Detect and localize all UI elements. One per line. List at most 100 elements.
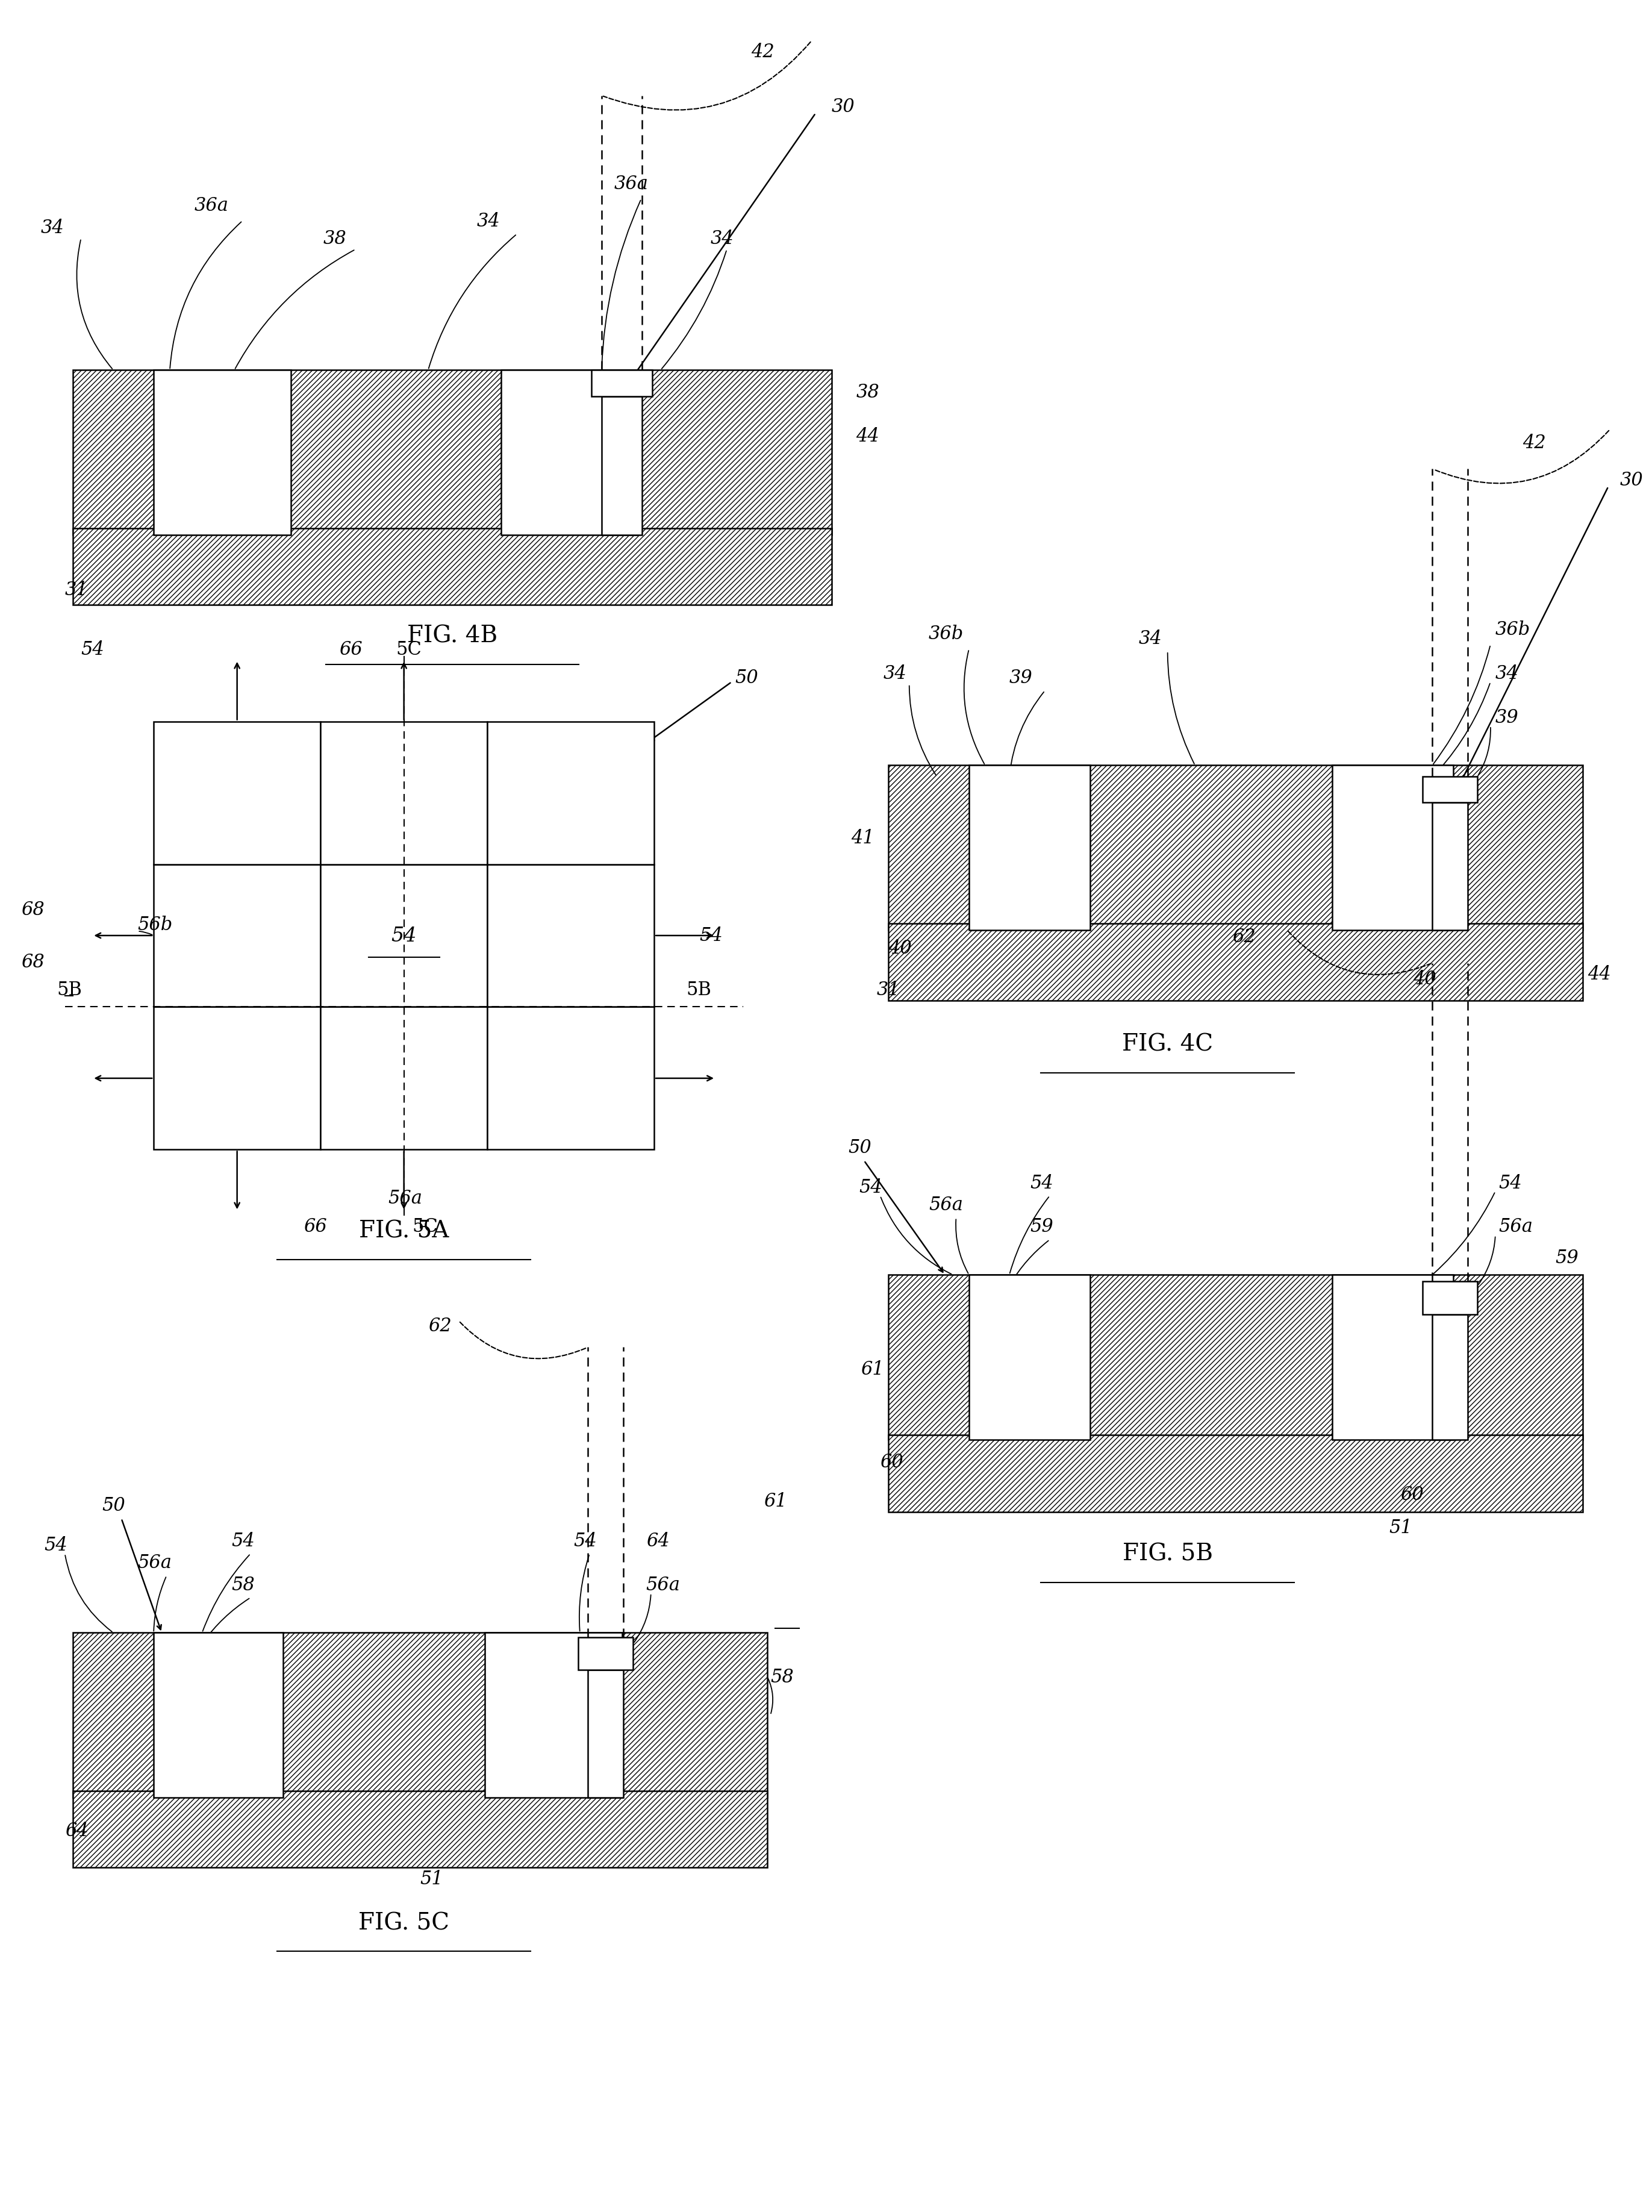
- Text: 54: 54: [81, 639, 104, 659]
- Text: 31: 31: [64, 582, 88, 599]
- Text: 56a: 56a: [388, 1188, 421, 1208]
- Text: 42: 42: [1523, 434, 1546, 453]
- Text: FIG. 5C: FIG. 5C: [358, 1911, 449, 1933]
- Text: 61: 61: [763, 1491, 788, 1511]
- Bar: [970, 1274, 1090, 1440]
- Bar: [889, 765, 1583, 931]
- Text: 66: 66: [304, 1217, 327, 1237]
- Bar: [154, 1632, 282, 1798]
- Text: 38: 38: [856, 383, 879, 403]
- Text: 34: 34: [710, 230, 733, 248]
- Text: 66: 66: [339, 639, 363, 659]
- Text: FIG. 4B: FIG. 4B: [406, 626, 497, 648]
- Bar: [73, 372, 831, 535]
- Text: 40: 40: [889, 938, 912, 958]
- Bar: [1332, 1274, 1454, 1440]
- Text: 39: 39: [1495, 708, 1518, 728]
- Text: 68: 68: [21, 900, 45, 918]
- Text: 5C: 5C: [396, 639, 421, 659]
- Text: 30: 30: [1619, 471, 1644, 489]
- Text: 36b: 36b: [1495, 619, 1530, 639]
- Text: 54: 54: [859, 1179, 882, 1197]
- Text: 56a: 56a: [928, 1194, 963, 1214]
- Bar: [970, 765, 1090, 931]
- Text: 34: 34: [1495, 664, 1518, 684]
- Text: FIG. 4C: FIG. 4C: [1122, 1033, 1213, 1055]
- Text: 30: 30: [831, 97, 856, 117]
- Bar: [1432, 803, 1469, 931]
- Bar: [487, 721, 654, 865]
- Bar: [1332, 765, 1454, 931]
- Text: 58: 58: [231, 1575, 254, 1595]
- Bar: [487, 865, 654, 1006]
- Text: 54: 54: [1498, 1175, 1521, 1192]
- Text: 41: 41: [851, 830, 874, 847]
- Text: 51: 51: [1389, 1517, 1412, 1537]
- Text: 68: 68: [21, 953, 45, 971]
- Text: 50: 50: [102, 1495, 126, 1515]
- Bar: [1422, 776, 1477, 803]
- Bar: [484, 1632, 621, 1798]
- Text: 44: 44: [856, 427, 879, 447]
- Text: 62: 62: [1232, 927, 1256, 947]
- Text: 62: 62: [428, 1316, 451, 1334]
- Bar: [1422, 1281, 1477, 1314]
- Bar: [601, 396, 643, 535]
- Text: 36a: 36a: [193, 197, 228, 215]
- Bar: [588, 1670, 623, 1798]
- Text: 59: 59: [1031, 1217, 1054, 1237]
- Bar: [320, 865, 487, 1006]
- Text: 34: 34: [884, 664, 907, 684]
- Text: 59: 59: [1555, 1248, 1578, 1267]
- Text: 50: 50: [735, 668, 758, 688]
- Text: FIG. 5B: FIG. 5B: [1122, 1542, 1213, 1564]
- Text: 60: 60: [881, 1453, 904, 1471]
- Text: 64: 64: [646, 1531, 669, 1551]
- Bar: [1432, 1314, 1469, 1440]
- Bar: [154, 372, 291, 535]
- Text: 56a: 56a: [1498, 1217, 1533, 1237]
- Text: 31: 31: [877, 980, 900, 1000]
- Text: 56b: 56b: [137, 916, 172, 933]
- Bar: [154, 865, 320, 1006]
- Bar: [154, 1006, 320, 1150]
- Bar: [578, 1637, 633, 1670]
- Bar: [501, 372, 638, 535]
- Text: 50: 50: [847, 1139, 871, 1157]
- Bar: [73, 529, 831, 606]
- Bar: [154, 721, 320, 865]
- Text: 5C: 5C: [411, 1217, 438, 1237]
- Text: 56a: 56a: [646, 1575, 681, 1595]
- Text: 44: 44: [1588, 964, 1611, 984]
- Bar: [73, 1792, 767, 1867]
- Text: 34: 34: [1138, 628, 1161, 648]
- Text: 54: 54: [231, 1531, 254, 1551]
- Text: 38: 38: [324, 230, 347, 248]
- Text: 54: 54: [392, 927, 416, 945]
- Text: 42: 42: [752, 42, 775, 62]
- Text: 54: 54: [1031, 1175, 1054, 1192]
- Text: 54: 54: [573, 1531, 596, 1551]
- Bar: [487, 1006, 654, 1150]
- Bar: [320, 721, 487, 865]
- Text: 56a: 56a: [137, 1553, 172, 1573]
- Text: 60: 60: [1399, 1484, 1424, 1504]
- Text: 58: 58: [770, 1668, 793, 1686]
- Text: 54: 54: [699, 927, 722, 945]
- Text: 61: 61: [861, 1360, 884, 1378]
- Bar: [889, 925, 1583, 1000]
- Bar: [889, 1274, 1583, 1440]
- Text: 51: 51: [420, 1869, 443, 1889]
- Text: 34: 34: [41, 219, 64, 237]
- Text: 36b: 36b: [928, 624, 963, 644]
- Bar: [591, 372, 653, 396]
- Bar: [320, 1006, 487, 1150]
- Text: 36a: 36a: [615, 175, 648, 192]
- Text: 34: 34: [476, 212, 501, 230]
- Text: 39: 39: [1009, 668, 1032, 688]
- Bar: [73, 1632, 767, 1798]
- Text: 40: 40: [1412, 969, 1436, 989]
- Bar: [889, 1436, 1583, 1513]
- Text: 5B: 5B: [687, 980, 712, 1000]
- Text: 54: 54: [45, 1535, 68, 1555]
